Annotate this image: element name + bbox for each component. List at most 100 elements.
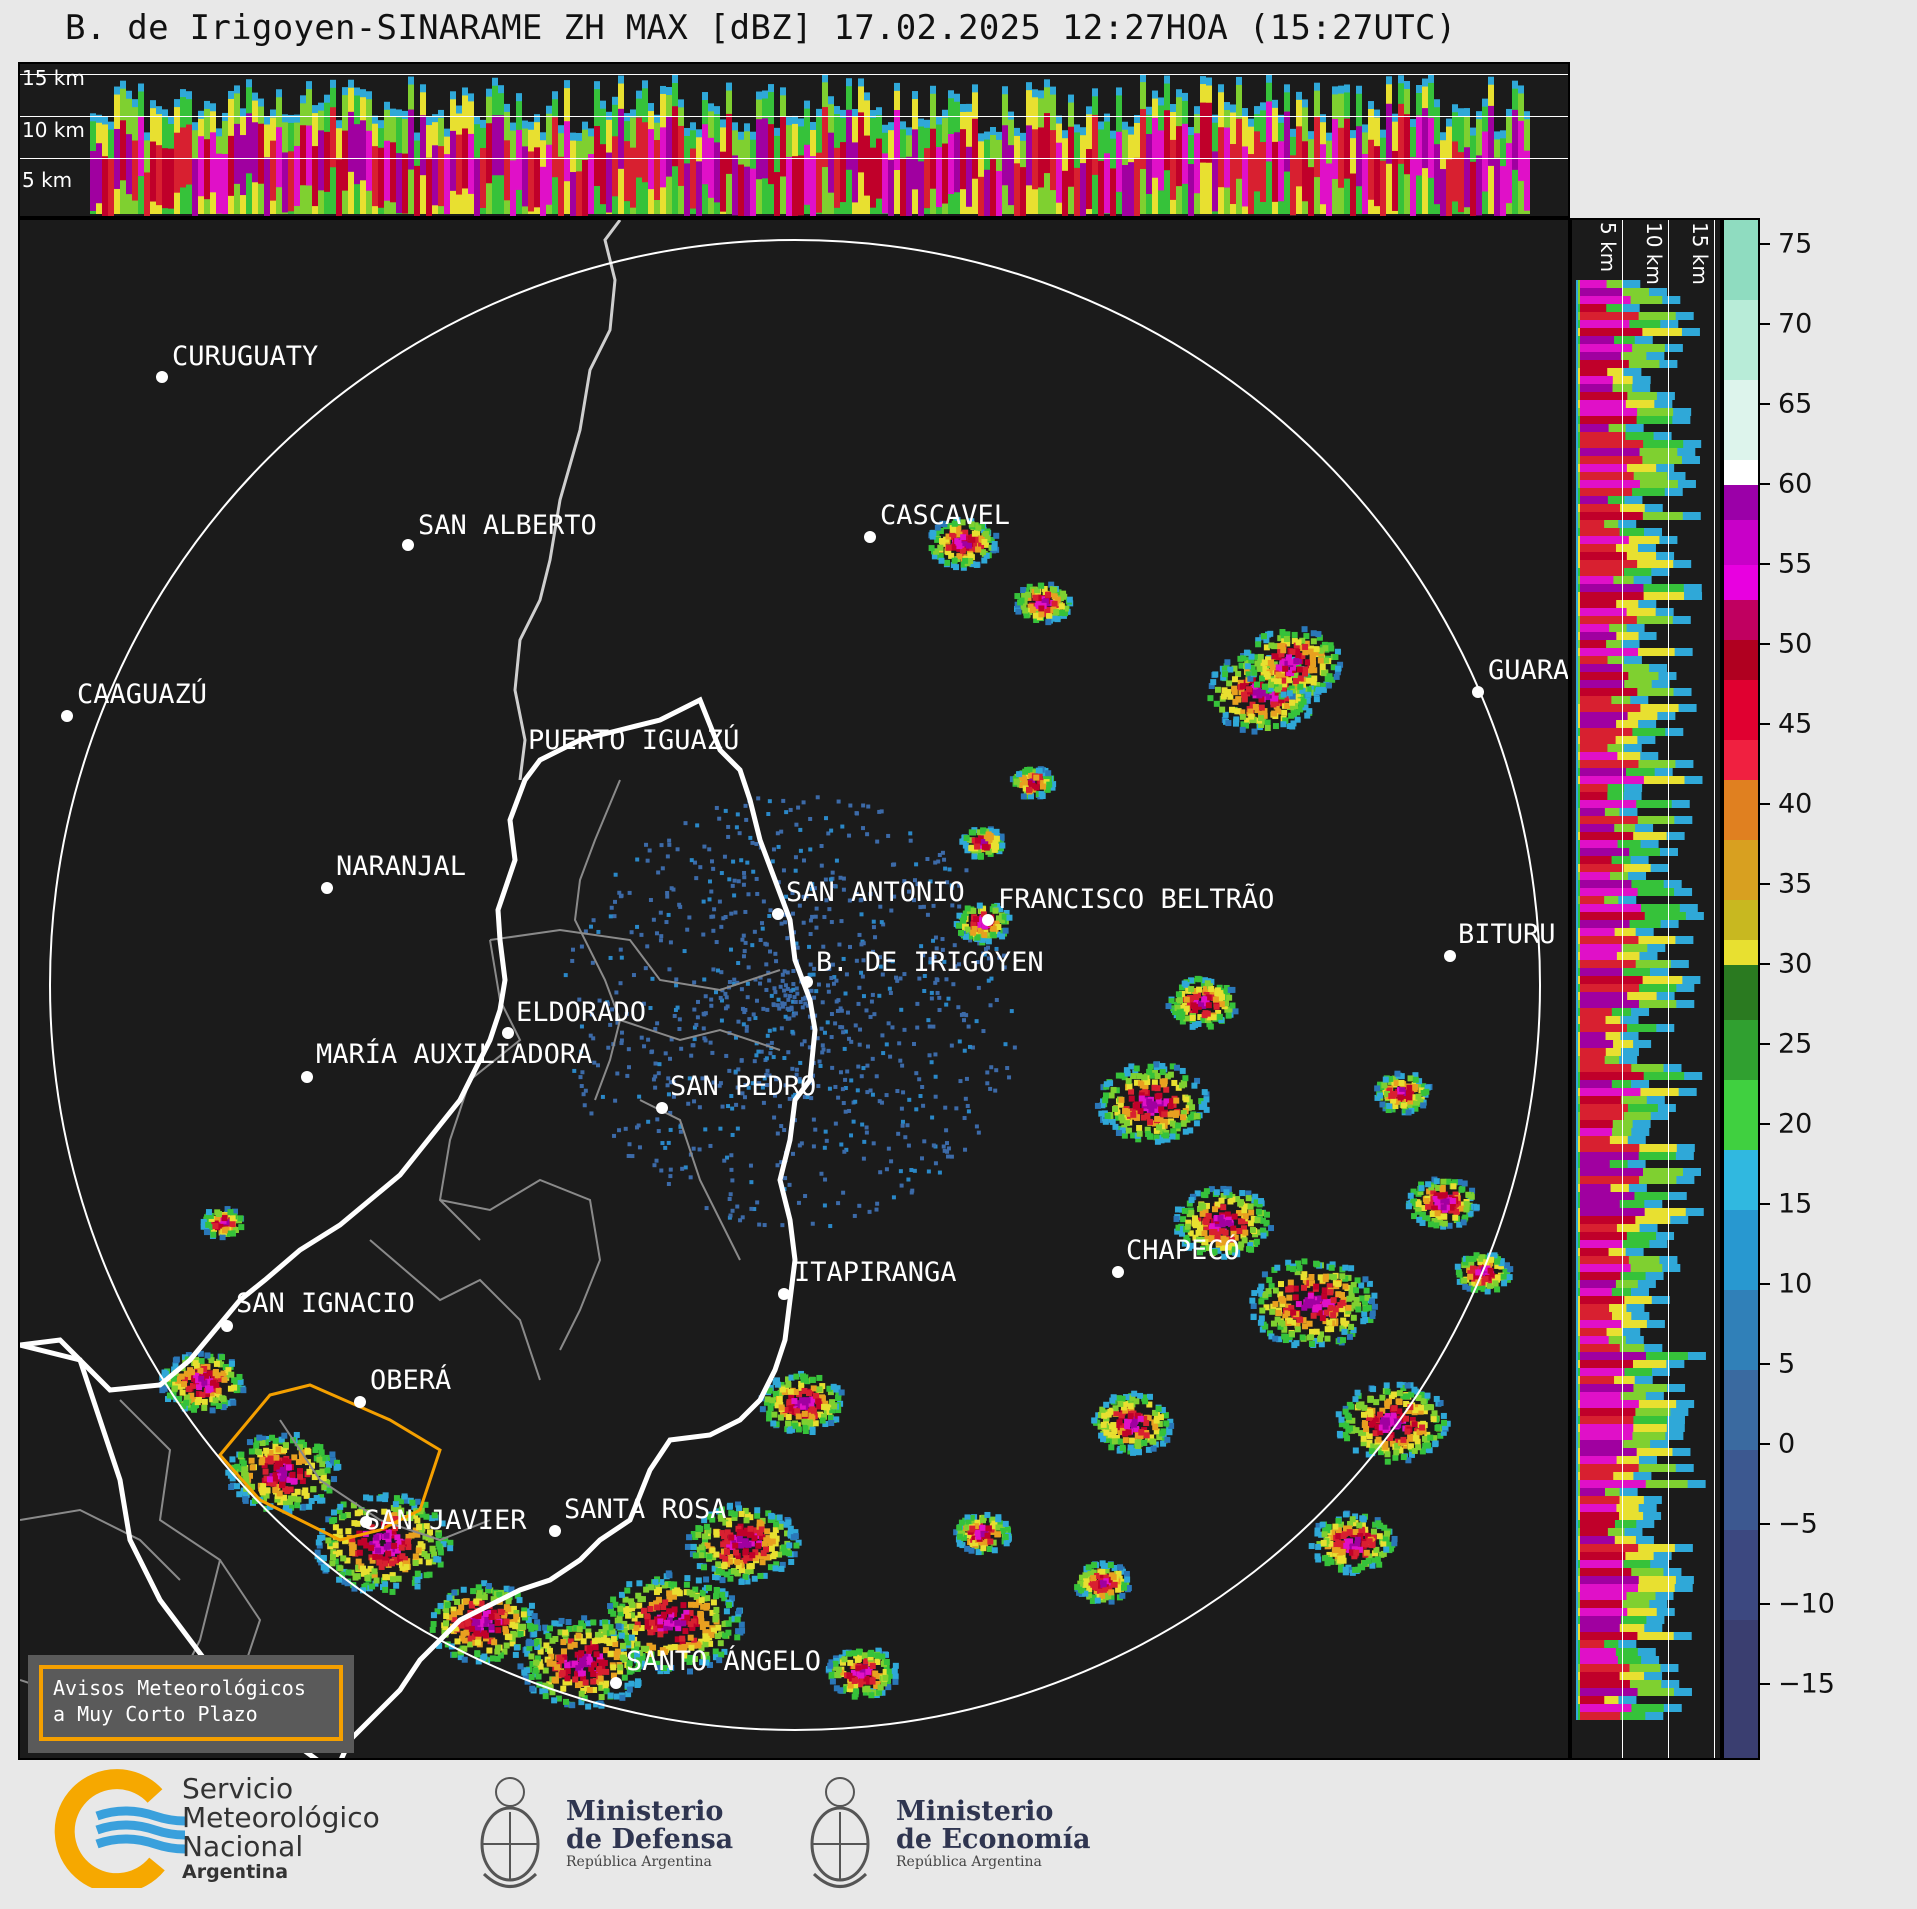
storm-cell-pixel [1256, 1201, 1263, 1208]
clear-air-echo [656, 1071, 661, 1076]
storm-cell-pixel [1174, 1206, 1181, 1213]
top-profile-column [108, 158, 114, 216]
storm-cell-pixel [687, 1610, 694, 1617]
clear-air-echo [839, 1142, 844, 1147]
clear-air-echo [726, 824, 731, 829]
storm-cell-pixel [773, 1421, 780, 1428]
storm-cell-pixel [474, 1639, 481, 1646]
clear-air-echo [869, 999, 874, 1004]
clear-air-echo [800, 1005, 805, 1010]
storm-cell-pixel [1103, 1092, 1110, 1099]
storm-cell-pixel [1308, 685, 1315, 692]
storm-cell-pixel [1289, 693, 1296, 700]
storm-cell-pixel [767, 1564, 774, 1571]
clear-air-echo [691, 1146, 696, 1151]
storm-cell-pixel [703, 1659, 710, 1666]
storm-cell-pixel [1138, 1095, 1145, 1102]
storm-cell-pixel [549, 1637, 556, 1644]
storm-cell-pixel [705, 1527, 712, 1534]
clear-air-echo [767, 799, 772, 804]
clear-air-echo [985, 1081, 990, 1086]
storm-cell-pixel [443, 1620, 450, 1627]
storm-cell-pixel [990, 925, 997, 932]
storm-cell-pixel [1312, 1306, 1319, 1313]
clear-air-echo [840, 824, 845, 829]
storm-cell-pixel [1412, 1407, 1419, 1414]
storm-cell-pixel [1294, 1269, 1301, 1276]
clear-air-echo [708, 1143, 713, 1148]
storm-cell-pixel [1135, 1443, 1142, 1450]
storm-cell-pixel [1203, 1106, 1210, 1113]
storm-cell-pixel [1163, 1118, 1170, 1125]
clear-air-echo [810, 882, 815, 887]
storm-cell-pixel [734, 1634, 741, 1641]
clear-air-echo [717, 1083, 722, 1088]
storm-cell-pixel [505, 1598, 512, 1605]
storm-cell-pixel [964, 926, 971, 933]
storm-cell-pixel [1191, 1220, 1198, 1227]
clear-air-echo [841, 1101, 846, 1106]
clear-air-echo [582, 1103, 587, 1108]
storm-cell-pixel [1144, 1126, 1151, 1133]
storm-cell-pixel [968, 518, 975, 525]
clear-air-echo [823, 1129, 828, 1134]
storm-cell-pixel [1301, 1271, 1308, 1278]
storm-cell-pixel [1023, 612, 1030, 619]
storm-cell-pixel [1408, 1451, 1415, 1458]
clear-air-echo [1005, 1066, 1010, 1071]
storm-cell-pixel [594, 1637, 601, 1644]
storm-cell-pixel [1115, 1130, 1122, 1137]
storm-cell-pixel [623, 1634, 630, 1641]
storm-cell-pixel [598, 1657, 605, 1664]
top-profile-column [1230, 144, 1236, 205]
clear-air-echo [702, 977, 707, 982]
clear-air-echo [764, 987, 769, 992]
storm-cell-pixel [1383, 1382, 1390, 1389]
clear-air-echo [727, 1068, 732, 1073]
storm-cell-pixel [1130, 1073, 1137, 1080]
storm-cell-pixel [1293, 642, 1300, 649]
clear-air-echo [815, 795, 820, 800]
storm-cell-pixel [983, 552, 990, 559]
clear-air-echo [734, 1035, 739, 1040]
clear-air-echo [776, 880, 781, 885]
top-profile-column [1224, 127, 1230, 188]
storm-cell-pixel [969, 561, 976, 568]
storm-cell-pixel [1249, 1226, 1256, 1233]
clear-air-echo [743, 909, 748, 914]
storm-cell-pixel [962, 910, 969, 917]
clear-air-echo [957, 883, 962, 888]
storm-cell-pixel [766, 1410, 773, 1417]
storm-cell-pixel [1289, 649, 1296, 656]
clear-air-echo [942, 959, 947, 964]
clear-air-echo [756, 1049, 761, 1054]
storm-cell-pixel [1219, 706, 1226, 713]
storm-cell-pixel [1155, 1098, 1162, 1105]
storm-cell-pixel [623, 1624, 630, 1631]
storm-cell-pixel [1133, 1425, 1140, 1432]
storm-cell-pixel [588, 1665, 595, 1672]
top-profile-column [852, 142, 858, 203]
clear-air-echo [671, 1094, 676, 1099]
storm-cell-pixel [613, 1693, 620, 1700]
storm-cell-pixel [408, 1532, 415, 1539]
storm-cell-pixel [822, 1400, 829, 1407]
top-profile-column [444, 154, 450, 215]
altitude-label-15km: 15 km [22, 66, 85, 90]
storm-cell-pixel [1253, 681, 1260, 688]
storm-cell-pixel [1296, 666, 1303, 673]
clear-air-echo [964, 868, 969, 873]
storm-cell-pixel [1201, 1101, 1208, 1108]
top-profile-column [258, 123, 264, 184]
storm-cell-pixel [1321, 670, 1328, 677]
clear-air-echo [666, 1140, 671, 1145]
clear-air-echo [726, 1104, 731, 1109]
storm-cell-pixel [1014, 593, 1021, 600]
storm-cell-pixel [1110, 1394, 1117, 1401]
storm-cell-pixel [1242, 1229, 1249, 1236]
clear-air-echo [977, 941, 982, 946]
clear-air-echo [692, 1025, 697, 1030]
storm-cell-pixel [1131, 1421, 1138, 1428]
clear-air-echo [764, 1083, 769, 1088]
storm-cell-pixel [796, 1391, 803, 1398]
